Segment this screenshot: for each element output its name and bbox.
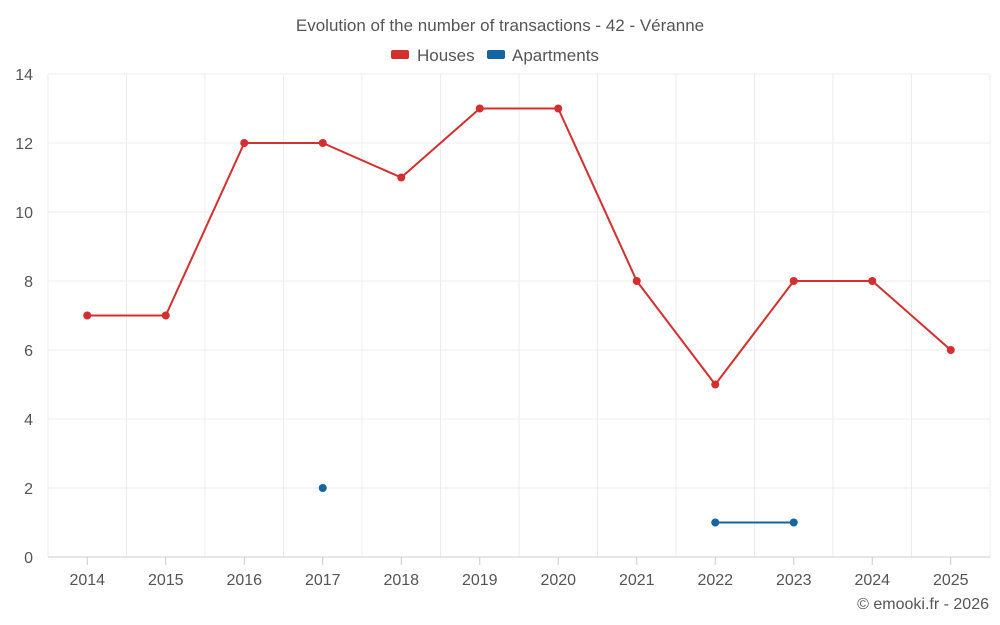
data-point-houses-2019[interactable]	[475, 104, 484, 113]
y-tick-label: 8	[24, 274, 33, 291]
data-point-houses-2025[interactable]	[946, 346, 955, 354]
x-tick-label: 2014	[69, 572, 105, 589]
legend-label-apartments: Apartments	[512, 46, 599, 65]
series-apartments	[318, 484, 798, 527]
y-axis: 0 2 4 6 8 10 12 14	[15, 67, 33, 567]
legend-swatch-apartments	[487, 50, 505, 59]
data-point-houses-2024[interactable]	[868, 277, 877, 285]
y-tick-label: 0	[24, 550, 33, 567]
legend-label-houses: Houses	[417, 46, 475, 65]
y-tick-label: 2	[24, 481, 33, 498]
legend-item-houses[interactable]: Houses	[391, 46, 475, 65]
x-tick-label: 2020	[540, 572, 576, 589]
data-point-apartments-2022[interactable]	[711, 518, 720, 527]
y-tick-label: 12	[15, 136, 33, 153]
legend-item-apartments[interactable]: Apartments	[487, 46, 599, 65]
y-tick-label: 4	[24, 412, 33, 429]
data-point-houses-2014[interactable]	[83, 311, 92, 320]
chart-title: Evolution of the number of transactions …	[296, 16, 704, 35]
data-point-houses-2017[interactable]	[318, 139, 327, 147]
x-tick-label: 2016	[226, 572, 262, 589]
series-line-houses	[87, 107, 952, 386]
data-point-houses-2022[interactable]	[711, 380, 720, 389]
data-point-houses-2023[interactable]	[789, 277, 798, 285]
y-tick-label: 6	[24, 343, 33, 360]
x-tick-label: 2023	[776, 572, 812, 589]
series	[83, 104, 955, 527]
legend-swatch-houses	[391, 50, 409, 59]
grid	[47, 73, 991, 557]
credit-text: © emooki.fr - 2026	[857, 596, 989, 613]
x-tick-label: 2021	[619, 572, 655, 589]
data-point-apartments-2017[interactable]	[318, 484, 327, 492]
x-tick-label: 2024	[854, 572, 890, 589]
y-tick-label: 10	[15, 205, 33, 222]
data-point-houses-2020[interactable]	[554, 104, 563, 113]
data-point-houses-2018[interactable]	[397, 173, 406, 182]
x-tick-label: 2015	[148, 572, 184, 589]
data-point-houses-2021[interactable]	[632, 277, 641, 285]
data-point-houses-2016[interactable]	[240, 139, 249, 147]
x-tick-label: 2019	[462, 572, 498, 589]
x-tick-label: 2022	[697, 572, 733, 589]
series-houses	[83, 104, 955, 389]
x-tick-label: 2025	[933, 572, 969, 589]
y-tick-label: 14	[15, 67, 33, 84]
legend: Houses Apartments	[391, 46, 599, 65]
x-tick-label: 2017	[305, 572, 341, 589]
x-tick-label: 2018	[383, 572, 419, 589]
data-point-houses-2015[interactable]	[161, 311, 170, 320]
data-point-apartments-2023[interactable]	[789, 518, 798, 527]
x-axis: 2014 2015 2016 2017 2018 2019 2020 2021 2022 2023…	[48, 556, 990, 589]
